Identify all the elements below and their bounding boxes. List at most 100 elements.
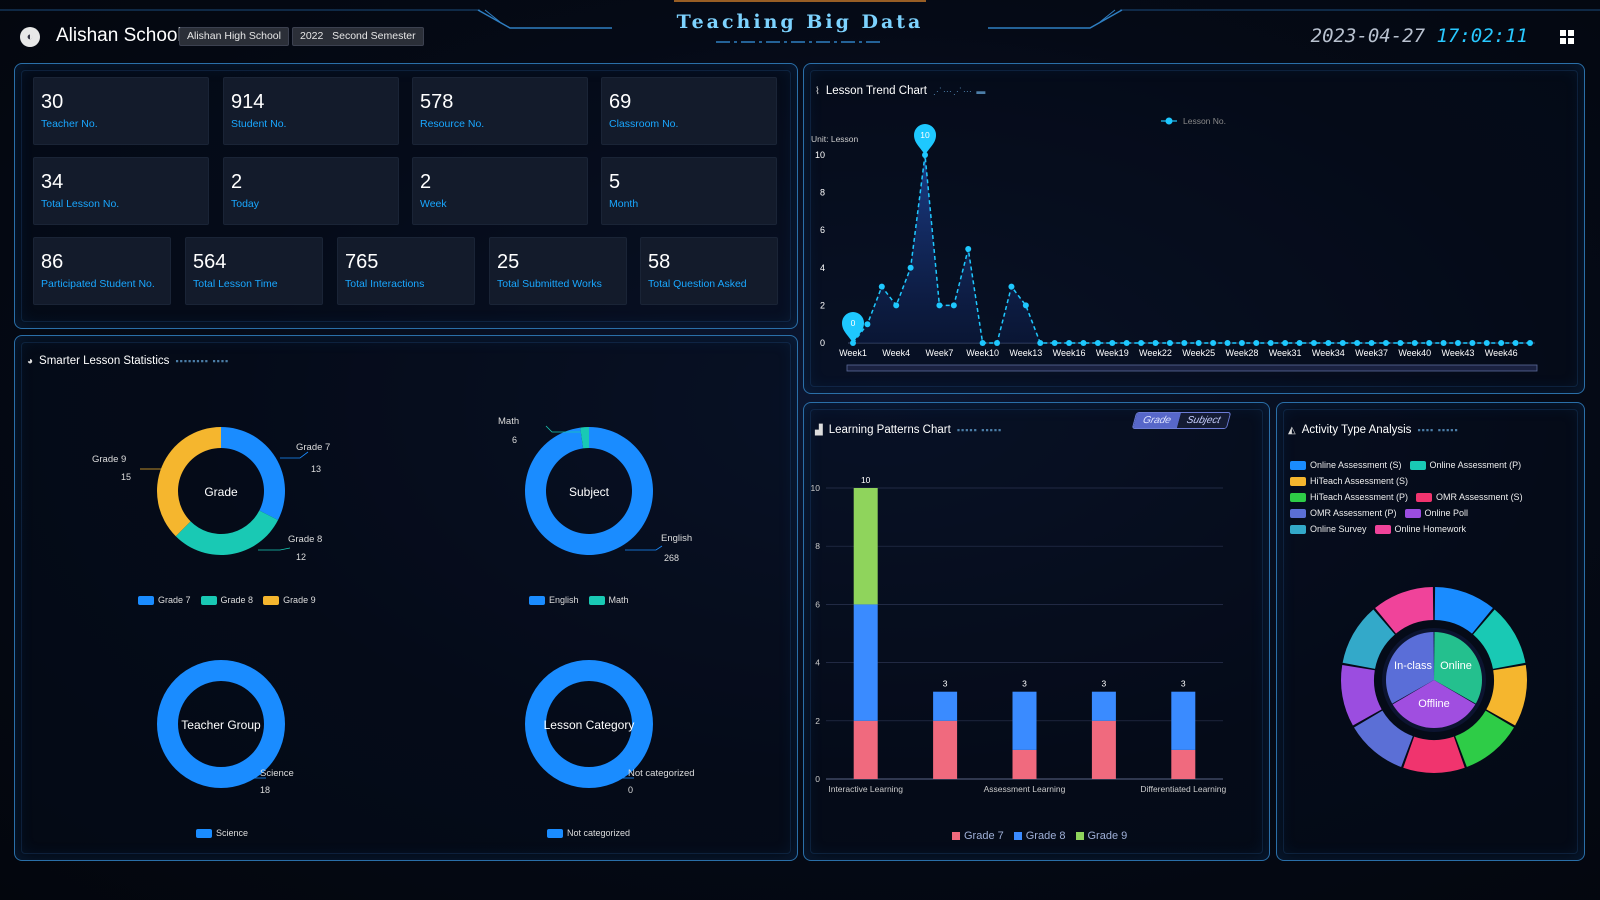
trend-point[interactable]: [1483, 340, 1490, 346]
trend-point[interactable]: [1210, 340, 1217, 346]
bar-segment-grade-7[interactable]: [933, 720, 958, 779]
trend-point[interactable]: [1066, 340, 1073, 346]
bar-segment-grade-7[interactable]: [853, 720, 878, 779]
donut-slice-grade-7[interactable]: [221, 427, 285, 521]
bar-segment-grade-8[interactable]: [1091, 691, 1116, 721]
trend-point[interactable]: [1454, 340, 1461, 346]
trend-point[interactable]: [922, 152, 929, 158]
lesson-trend-chart[interactable]: Unit: Lesson Lesson No. 0 2 4 6 8 10 Week1 Week…: [803, 63, 1585, 394]
trend-point[interactable]: [1195, 340, 1202, 346]
trend-point[interactable]: [1325, 340, 1332, 346]
bar-segment-grade-8[interactable]: [1171, 691, 1196, 750]
trend-pin-marker[interactable]: 0: [842, 311, 864, 343]
trend-point[interactable]: [1267, 340, 1274, 346]
trend-point[interactable]: [1368, 340, 1375, 346]
trend-pin-marker[interactable]: 10: [914, 123, 937, 155]
trend-point[interactable]: [1152, 340, 1159, 346]
donut-slice-offline[interactable]: [1386, 632, 1434, 704]
donut-slice-science[interactable]: [157, 660, 285, 788]
trend-point[interactable]: [1138, 340, 1145, 346]
legend-item[interactable]: Online Assessment (P): [1409, 460, 1521, 470]
donut-slice-grade-8[interactable]: [175, 510, 279, 555]
trend-point[interactable]: [1296, 340, 1303, 346]
lesson-category-donut[interactable]: Lesson Category Not categorized 0: [525, 660, 695, 796]
trend-point[interactable]: [1354, 340, 1361, 346]
legend-item[interactable]: Grade 8: [1013, 830, 1066, 842]
trend-point[interactable]: [1282, 340, 1289, 346]
donut-slice-online-assessment-s-[interactable]: [1434, 587, 1493, 634]
trend-point[interactable]: [1022, 302, 1029, 309]
donut-slice-grade-9[interactable]: [157, 427, 221, 537]
trend-point[interactable]: [1080, 340, 1087, 346]
bar-segment-grade-7[interactable]: [1012, 749, 1037, 779]
trend-point[interactable]: [893, 302, 900, 309]
learning-patterns-chart[interactable]: 0 2 4 6 8 10 Interactive Learning Assessment Le…: [803, 402, 1270, 861]
trend-point[interactable]: [1253, 340, 1260, 346]
trend-point[interactable]: [1224, 340, 1231, 346]
trend-point[interactable]: [1397, 340, 1404, 346]
legend-item[interactable]: Grade 7: [952, 830, 1004, 842]
trend-point[interactable]: [979, 340, 986, 346]
legend-item[interactable]: Online Assessment (S): [1290, 460, 1402, 470]
trend-point[interactable]: [1440, 340, 1447, 346]
trend-point[interactable]: [1527, 340, 1533, 346]
donut-slice-online-survey[interactable]: [1342, 609, 1395, 669]
donut-slice-english[interactable]: [525, 426, 654, 555]
legend-item[interactable]: Science: [196, 828, 248, 838]
legend-item[interactable]: Online Survey: [1290, 524, 1367, 534]
trend-point[interactable]: [1426, 340, 1433, 346]
donut-slice-omr-assessment-s-[interactable]: [1403, 736, 1465, 773]
trend-point[interactable]: [1512, 340, 1519, 346]
bar-segment-grade-7[interactable]: [1171, 749, 1196, 779]
trend-point[interactable]: [1181, 340, 1188, 346]
grade-donut[interactable]: Grade Grade 7 13 Grade 8 12 Grade 9 15: [92, 427, 330, 562]
donut-slice-online-assessment-p-[interactable]: [1473, 609, 1526, 669]
trend-zoom-slider[interactable]: [846, 364, 1538, 372]
trend-point[interactable]: [950, 302, 957, 309]
legend-item[interactable]: Grade 9: [263, 595, 316, 605]
trend-point[interactable]: [965, 246, 972, 252]
subject-donut[interactable]: Subject Math 6 English 268: [498, 416, 692, 563]
legend-item[interactable]: HiTeach Assessment (P): [1290, 492, 1408, 502]
donut-slice-omr-assessment-p-[interactable]: [1354, 710, 1413, 768]
legend-item[interactable]: Online Poll: [1404, 508, 1468, 518]
trend-point[interactable]: [994, 340, 1001, 346]
trend-point[interactable]: [936, 302, 943, 309]
donut-slice-not-categorized[interactable]: [525, 660, 653, 788]
trend-point[interactable]: [1382, 340, 1389, 346]
legend-item[interactable]: Grade 8: [200, 595, 253, 605]
trend-point[interactable]: [864, 321, 871, 328]
donut-slice-online-poll[interactable]: [1341, 664, 1382, 726]
legend-item[interactable]: HiTeach Assessment (S): [1290, 476, 1408, 486]
legend-item[interactable]: OMR Assessment (P): [1290, 508, 1397, 518]
trend-point[interactable]: [907, 264, 914, 271]
trend-point[interactable]: [1094, 340, 1101, 346]
donut-slice-in-class[interactable]: [1434, 632, 1482, 704]
legend-item[interactable]: Grade 9: [1075, 830, 1127, 842]
trend-point[interactable]: [1339, 340, 1346, 346]
trend-point[interactable]: [1051, 340, 1058, 346]
trend-legend[interactable]: Lesson No.: [1161, 116, 1226, 126]
legend-item[interactable]: Online Homework: [1374, 524, 1466, 534]
trend-point[interactable]: [1109, 340, 1116, 346]
trend-point[interactable]: [1166, 340, 1173, 346]
bar-segment-grade-8[interactable]: [1012, 691, 1037, 750]
legend-item[interactable]: Grade 7: [138, 595, 191, 605]
activity-type-chart[interactable]: In-class Online Offline: [1276, 402, 1585, 861]
teacher-group-donut[interactable]: Teacher Group Science 18: [157, 660, 294, 796]
donut-slice-online-homework[interactable]: [1375, 587, 1434, 634]
bar-segment-grade-8[interactable]: [933, 691, 958, 721]
legend-item[interactable]: Not categorized: [547, 828, 630, 838]
trend-point[interactable]: [878, 283, 885, 290]
trend-point[interactable]: [1238, 340, 1245, 346]
legend-item[interactable]: Math: [588, 595, 629, 605]
trend-point[interactable]: [1411, 340, 1418, 346]
donut-slice-online[interactable]: [1392, 680, 1476, 728]
bar-segment-grade-7[interactable]: [1091, 720, 1116, 779]
donut-slice-hiteach-assessment-s-[interactable]: [1486, 664, 1527, 726]
bar-segment-grade-9[interactable]: [853, 488, 878, 605]
trend-point[interactable]: [1498, 340, 1505, 346]
legend-item[interactable]: OMR Assessment (S): [1416, 492, 1523, 502]
bar-segment-grade-8[interactable]: [853, 604, 878, 721]
school-chip[interactable]: Alishan High School: [179, 27, 289, 46]
